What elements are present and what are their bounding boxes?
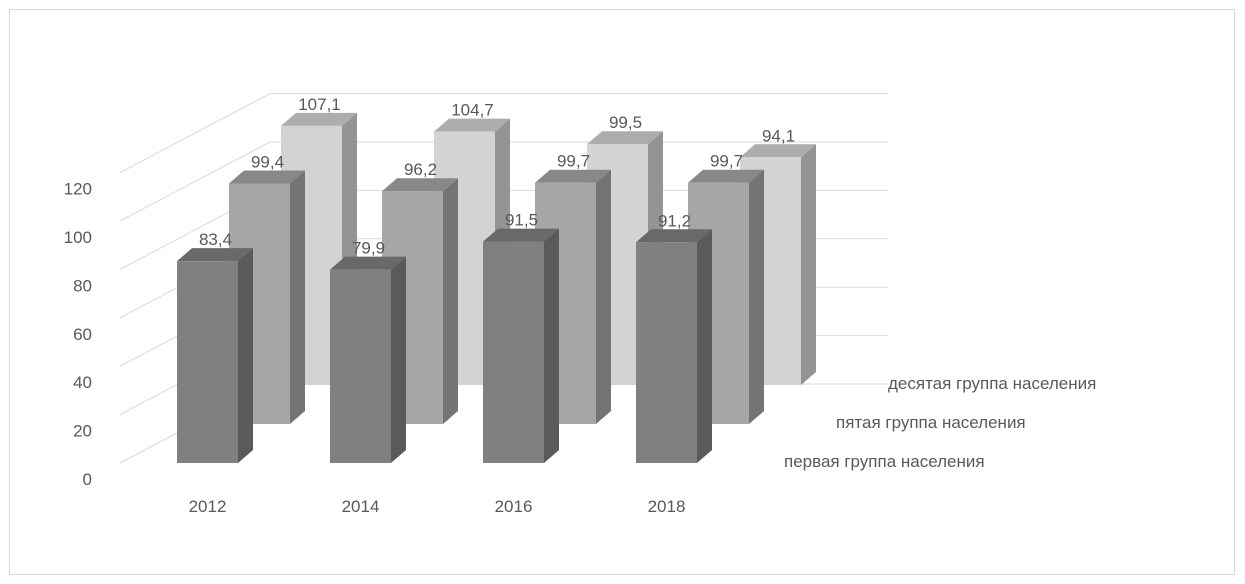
bar-side xyxy=(391,256,406,463)
bar-front xyxy=(483,241,544,463)
y-tick-label: 60 xyxy=(73,325,92,344)
data-label: 94,1 xyxy=(762,126,795,145)
data-label: 83,4 xyxy=(199,230,232,249)
bar-side xyxy=(290,170,305,424)
series-label: первая группа населения xyxy=(784,452,985,471)
bar-side xyxy=(443,178,458,424)
gridline xyxy=(119,141,888,222)
y-tick-label: 40 xyxy=(73,373,92,392)
data-label: 91,2 xyxy=(658,211,691,230)
x-tick-label: 2016 xyxy=(495,497,533,516)
y-tick-label: 120 xyxy=(64,180,92,199)
bar-side xyxy=(544,228,559,463)
x-tick-label: 2018 xyxy=(648,497,686,516)
bar-front xyxy=(330,269,391,463)
x-tick-label: 2014 xyxy=(342,497,380,516)
series-1 xyxy=(177,228,712,463)
y-tick-label: 20 xyxy=(73,422,92,441)
data-label: 99,7 xyxy=(710,152,743,171)
series-label: десятая группа населения xyxy=(888,374,1096,393)
data-label: 104,7 xyxy=(451,101,494,120)
bar-top xyxy=(535,169,611,183)
y-axis-labels: 0 20 40 60 80 100 120 xyxy=(64,180,92,489)
bar-top xyxy=(434,118,510,132)
bars xyxy=(177,112,816,463)
bar-top xyxy=(688,169,764,183)
bar-side xyxy=(596,169,611,424)
series-labels: первая группа населения пятая группа насе… xyxy=(784,374,1096,471)
bar-top xyxy=(229,170,305,184)
bar-top xyxy=(330,256,406,270)
gridline xyxy=(119,93,888,174)
x-tick-label: 2012 xyxy=(189,497,227,516)
bar-top xyxy=(483,228,559,242)
y-tick-label: 0 xyxy=(83,470,92,489)
series-label: пятая группа населения xyxy=(836,413,1026,432)
bar xyxy=(483,228,559,463)
y-tick-label: 80 xyxy=(73,276,92,295)
bar-top xyxy=(382,178,458,192)
bar-top xyxy=(281,112,357,126)
x-axis-labels: 2012 2014 2016 2018 xyxy=(189,497,686,516)
bar xyxy=(330,256,406,463)
bar-front xyxy=(636,242,697,463)
bar-side xyxy=(238,248,253,463)
bar-side xyxy=(697,229,712,463)
data-label: 99,7 xyxy=(557,152,590,171)
bar-top xyxy=(177,248,253,262)
data-labels: 107,1 104,7 99,5 94,1 99,4 96,2 99,7 99,7 83,4 79… xyxy=(199,95,795,258)
bar-front xyxy=(177,261,238,463)
data-label: 99,4 xyxy=(251,152,284,171)
bar xyxy=(177,248,253,463)
bar xyxy=(636,229,712,463)
data-label: 96,2 xyxy=(404,160,437,179)
data-label: 91,5 xyxy=(505,211,538,230)
bar-side xyxy=(801,144,816,385)
data-label: 79,9 xyxy=(352,239,385,258)
bar-top xyxy=(636,229,712,243)
y-tick-label: 100 xyxy=(64,228,92,247)
bar-top xyxy=(740,144,816,158)
data-label: 107,1 xyxy=(298,95,341,114)
bar-side xyxy=(749,169,764,424)
bar-top xyxy=(587,131,663,145)
data-label: 99,5 xyxy=(609,113,642,132)
